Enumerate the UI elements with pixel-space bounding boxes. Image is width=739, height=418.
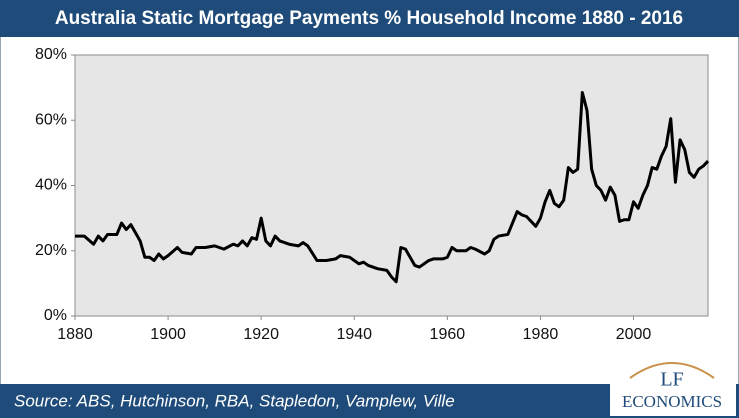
x-tick-label: 1940 xyxy=(336,326,372,343)
x-tick-label: 1880 xyxy=(57,326,93,343)
y-tick-label: 40% xyxy=(35,177,67,194)
y-tick-label: 20% xyxy=(35,242,67,259)
y-tick-label: 80% xyxy=(35,46,67,63)
logo-mark: LF xyxy=(660,369,683,391)
logo-name: ECONOMICS xyxy=(622,392,722,411)
plot-area xyxy=(74,54,709,317)
x-tick-label: 1900 xyxy=(150,326,186,343)
title-bar xyxy=(0,0,739,37)
y-tick-label: 60% xyxy=(35,111,67,128)
x-tick-label: 2000 xyxy=(616,326,652,343)
x-tick-label: 1920 xyxy=(243,326,279,343)
logo-arc xyxy=(629,362,715,379)
data-line xyxy=(75,91,710,284)
chart-title: Australia Static Mortgage Payments % Hou… xyxy=(55,8,683,29)
x-tick-label: 1980 xyxy=(523,326,559,343)
y-tick-label: 0% xyxy=(44,307,67,324)
source-note: Source: ABS, Hutchinson, RBA, Stapledon,… xyxy=(14,391,455,410)
logo-box xyxy=(610,360,736,416)
x-tick-label: 1960 xyxy=(430,326,466,343)
